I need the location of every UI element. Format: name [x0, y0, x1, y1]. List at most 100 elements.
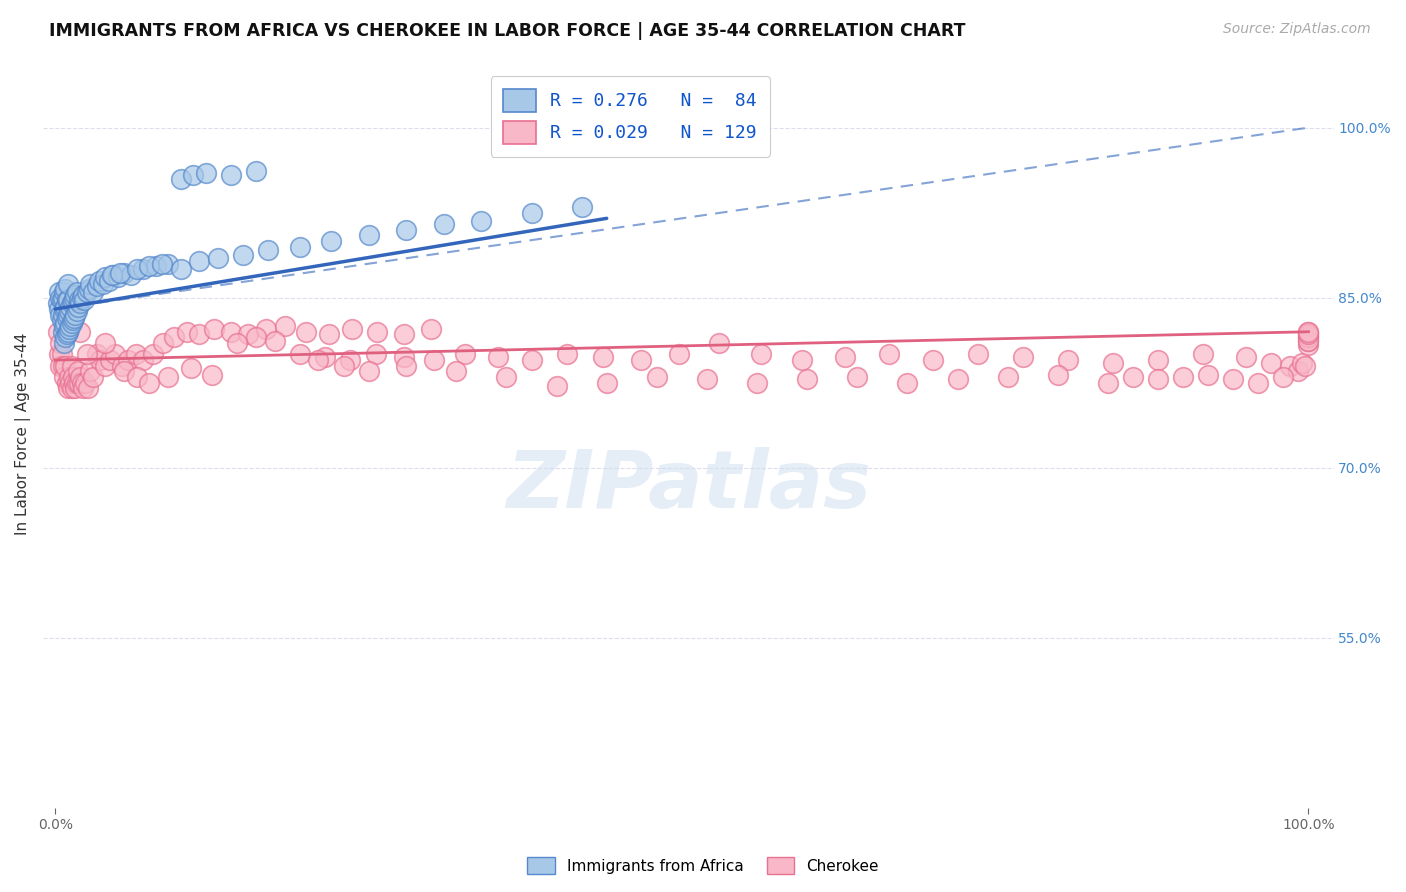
Point [571, 200, 593, 214]
Point [117, 353, 139, 368]
Point [53, 300, 76, 314]
Point [263, 334, 285, 348]
Point [1147, 372, 1170, 386]
Point [145, 259, 167, 273]
Point [520, 205, 543, 219]
Point [142, 347, 165, 361]
Point [66, 285, 89, 299]
Point [79, 277, 101, 292]
Point [1171, 370, 1194, 384]
Point [101, 268, 124, 282]
Point [89, 274, 111, 288]
Point [100, 268, 122, 282]
Point [495, 370, 517, 384]
Point [630, 353, 652, 368]
Point [51, 293, 73, 307]
Point [72, 288, 94, 302]
Point [94, 270, 117, 285]
Point [169, 171, 191, 186]
Point [77, 381, 100, 395]
Point [1291, 356, 1313, 370]
Point [1298, 325, 1320, 339]
Point [67, 376, 90, 390]
Point [59, 319, 82, 334]
Point [546, 379, 568, 393]
Point [207, 251, 229, 265]
Point [52, 291, 75, 305]
Point [53, 359, 76, 373]
Point [163, 330, 186, 344]
Point [69, 370, 91, 384]
Point [1298, 326, 1320, 341]
Point [846, 370, 869, 384]
Point [46, 325, 69, 339]
Point [1272, 370, 1295, 384]
Point [60, 316, 83, 330]
Point [1147, 353, 1170, 368]
Point [51, 347, 73, 361]
Point [1097, 376, 1119, 390]
Point [257, 243, 280, 257]
Point [49, 336, 72, 351]
Point [125, 262, 148, 277]
Point [77, 282, 100, 296]
Point [332, 359, 354, 373]
Point [132, 262, 155, 277]
Point [392, 326, 415, 341]
Point [69, 296, 91, 310]
Point [112, 364, 135, 378]
Point [204, 322, 226, 336]
Point [314, 350, 336, 364]
Point [446, 364, 468, 378]
Point [709, 336, 731, 351]
Point [48, 285, 70, 299]
Point [392, 350, 415, 364]
Point [86, 279, 108, 293]
Point [420, 322, 443, 336]
Point [55, 326, 77, 341]
Point [60, 296, 83, 310]
Point [357, 364, 380, 378]
Point [288, 240, 311, 254]
Point [138, 259, 160, 273]
Point [100, 353, 122, 368]
Point [76, 347, 98, 361]
Point [238, 326, 260, 341]
Point [75, 376, 97, 390]
Point [188, 254, 211, 268]
Point [288, 347, 311, 361]
Point [52, 359, 75, 373]
Point [454, 347, 477, 361]
Point [1298, 330, 1320, 344]
Y-axis label: In Labor Force | Age 35-44: In Labor Force | Age 35-44 [15, 333, 31, 535]
Point [796, 372, 818, 386]
Point [1192, 347, 1215, 361]
Point [318, 326, 340, 341]
Point [176, 325, 198, 339]
Point [63, 291, 86, 305]
Point [53, 301, 76, 316]
Point [60, 381, 83, 395]
Point [395, 359, 418, 373]
Legend: R = 0.276   N =  84, R = 0.029   N = 129: R = 0.276 N = 84, R = 0.029 N = 129 [491, 76, 769, 157]
Point [111, 359, 134, 373]
Point [645, 370, 668, 384]
Point [749, 347, 772, 361]
Point [1222, 372, 1244, 386]
Point [94, 336, 117, 351]
Point [63, 311, 86, 326]
Point [520, 353, 543, 368]
Point [1234, 350, 1257, 364]
Point [49, 359, 72, 373]
Point [1298, 330, 1320, 344]
Point [82, 285, 104, 299]
Point [132, 353, 155, 368]
Point [596, 376, 619, 390]
Point [48, 347, 70, 361]
Point [1294, 359, 1316, 373]
Point [73, 293, 96, 307]
Point [232, 247, 254, 261]
Point [366, 325, 388, 339]
Point [48, 301, 70, 316]
Point [219, 168, 242, 182]
